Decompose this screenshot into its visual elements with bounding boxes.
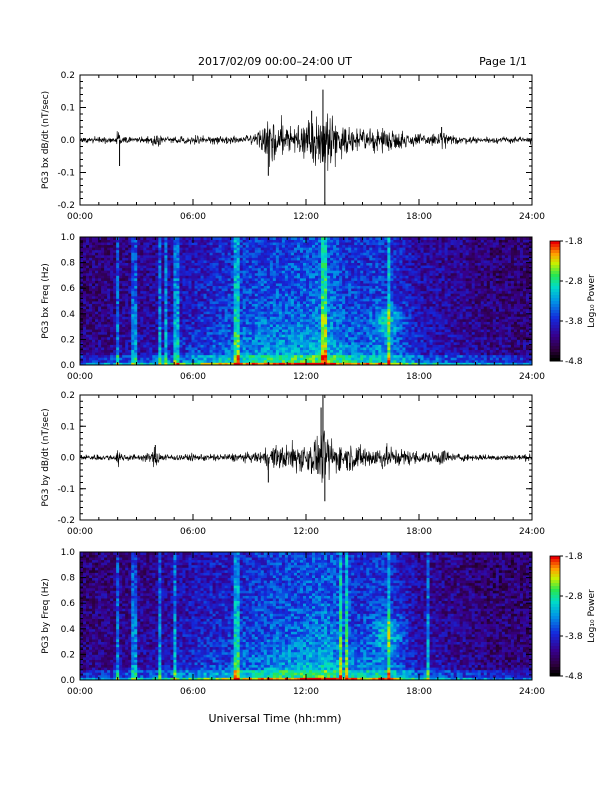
y-tick-label: 0.8: [61, 259, 76, 269]
x-tick-label: 18:00: [406, 527, 432, 537]
y-tick-label: -0.1: [57, 169, 75, 179]
y-tick-label: 0.8: [61, 574, 76, 584]
x-axis-title: Universal Time (hh:mm): [209, 712, 342, 725]
colorbar-tick-label: -2.8: [565, 277, 583, 287]
x-tick-label: 18:00: [406, 372, 432, 382]
x-tick-label: 06:00: [180, 687, 206, 697]
x-tick-label: 00:00: [67, 372, 93, 382]
x-tick-label: 00:00: [67, 212, 93, 222]
x-tick-label: 24:00: [519, 527, 545, 537]
x-tick-label: 24:00: [519, 687, 545, 697]
trace-line-0: [79, 113, 533, 171]
y-tick-label: 0.0: [61, 454, 76, 464]
y-axis-label: PG3 by dB/dt (nT/sec): [41, 408, 51, 506]
x-tick-label: 12:00: [293, 527, 319, 537]
colorbar-tick-label: -1.8: [565, 237, 583, 247]
y-tick-label: 0.1: [61, 104, 75, 114]
trace-line-2: [79, 430, 533, 483]
y-tick-label: 0.0: [61, 676, 76, 686]
y-axis-label: PG3 bx Freq (Hz): [41, 263, 51, 339]
y-tick-label: -0.2: [57, 201, 75, 211]
colorbar-3: [550, 556, 560, 677]
x-tick-label: 12:00: [293, 687, 319, 697]
x-tick-label: 00:00: [67, 687, 93, 697]
x-tick-label: 24:00: [519, 372, 545, 382]
colorbar-label: Log₁₀ Power: [587, 589, 597, 643]
x-tick-label: 06:00: [180, 212, 206, 222]
y-tick-label: -0.2: [57, 516, 75, 526]
y-tick-label: 0.4: [61, 310, 76, 320]
colorbar-tick-label: -2.8: [565, 592, 583, 602]
spectrogram-1: [80, 237, 533, 366]
y-tick-label: 0.6: [61, 599, 76, 609]
y-axis-label: PG3 by Freq (Hz): [41, 578, 51, 654]
y-tick-label: 0.2: [61, 650, 75, 660]
y-tick-label: -0.1: [57, 485, 75, 495]
colorbar-tick-label: -3.8: [565, 632, 583, 642]
x-tick-label: 12:00: [293, 212, 319, 222]
colorbar-label: Log₁₀ Power: [587, 274, 597, 328]
x-tick-label: 06:00: [180, 372, 206, 382]
colorbar-frame: [549, 240, 561, 362]
y-tick-label: 0.2: [61, 391, 75, 401]
x-tick-label: 18:00: [406, 687, 432, 697]
y-tick-label: 0.0: [61, 136, 76, 146]
y-tick-label: 0.6: [61, 284, 76, 294]
x-tick-label: 06:00: [180, 527, 206, 537]
colorbar-1: [550, 241, 560, 362]
y-axis-label: PG3 bx dB/dt (nT/sec): [41, 91, 51, 189]
y-tick-label: 0.1: [61, 422, 75, 432]
y-tick-label: 0.0: [61, 361, 76, 371]
x-tick-label: 12:00: [293, 372, 319, 382]
y-tick-label: 0.2: [61, 335, 75, 345]
y-tick-label: 0.2: [61, 71, 75, 81]
page-title: 2017/02/09 00:00–24:00 UT: [198, 55, 352, 68]
y-tick-label: 1.0: [61, 548, 76, 558]
colorbar-tick-label: -4.8: [565, 357, 583, 367]
colorbar-frame: [549, 555, 561, 677]
x-tick-label: 00:00: [67, 527, 93, 537]
y-tick-label: 1.0: [61, 233, 76, 243]
colorbar-tick-label: -3.8: [565, 317, 583, 327]
x-tick-label: 18:00: [406, 212, 432, 222]
x-tick-label: 24:00: [519, 212, 545, 222]
y-tick-label: 0.4: [61, 625, 76, 635]
page-number: Page 1/1: [479, 55, 527, 68]
colorbar-tick-label: -4.8: [565, 672, 583, 682]
colorbar-tick-label: -1.8: [565, 552, 583, 562]
spectrogram-3: [80, 552, 533, 681]
